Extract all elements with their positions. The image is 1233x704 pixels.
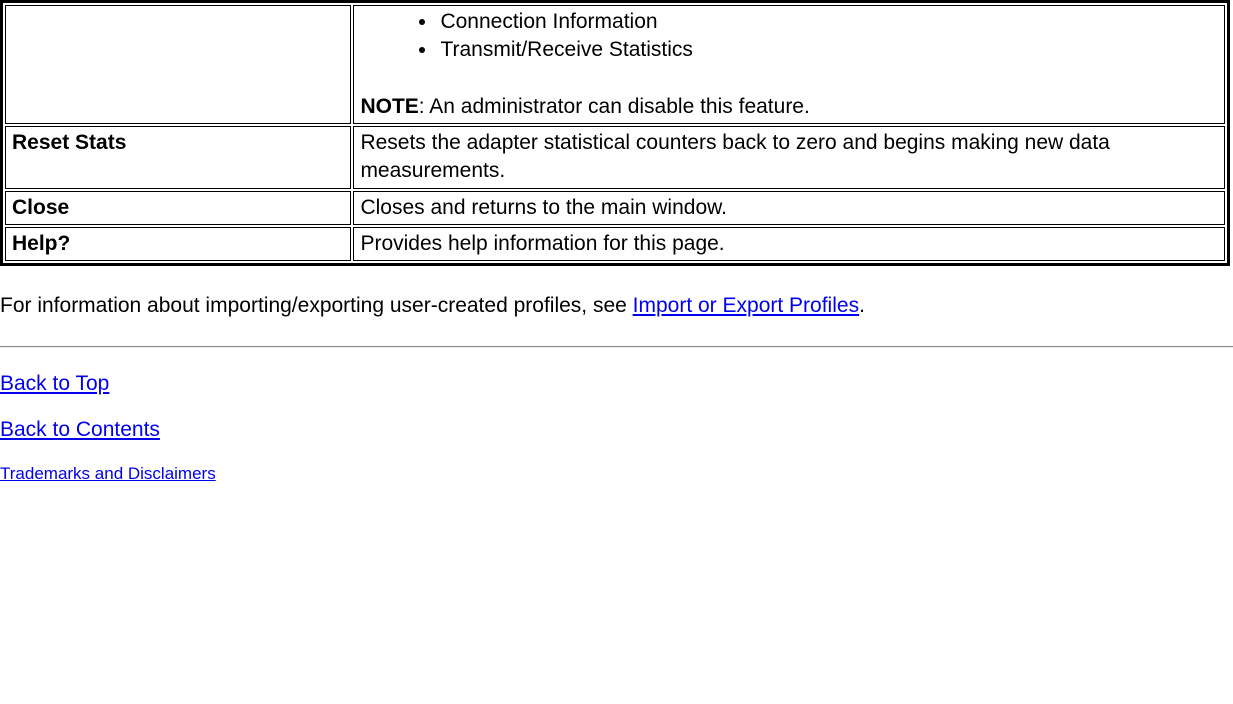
table-row: Help? Provides help information for this… — [5, 227, 1225, 261]
trademarks-wrapper: Trademarks and Disclaimers — [0, 464, 1233, 484]
info-trail: . — [859, 294, 865, 317]
feature-list: Connection Information Transmit/Receive … — [360, 8, 1218, 65]
row-description: Resets the adapter statistical counters … — [353, 126, 1225, 189]
info-paragraph: For information about importing/exportin… — [0, 290, 1233, 322]
back-to-top-wrapper: Back to Top — [0, 372, 1233, 396]
row-label: Help? — [5, 227, 351, 261]
row-description: Connection Information Transmit/Receive … — [353, 5, 1225, 124]
row-label: Close — [5, 191, 351, 225]
back-to-contents-link[interactable]: Back to Contents — [0, 418, 160, 441]
definitions-table: Connection Information Transmit/Receive … — [0, 0, 1230, 266]
import-export-link[interactable]: Import or Export Profiles — [633, 294, 859, 317]
note-label: NOTE — [360, 95, 418, 118]
divider — [0, 346, 1233, 348]
row-description: Provides help information for this page. — [353, 227, 1225, 261]
row-label — [5, 5, 351, 124]
row-label: Reset Stats — [5, 126, 351, 189]
info-text: For information about importing/exportin… — [0, 294, 633, 317]
note-text: : An administrator can disable this feat… — [419, 95, 810, 118]
trademarks-link[interactable]: Trademarks and Disclaimers — [0, 464, 216, 483]
back-to-top-link[interactable]: Back to Top — [0, 372, 109, 395]
list-item: Connection Information — [438, 8, 1218, 36]
back-to-contents-wrapper: Back to Contents — [0, 418, 1233, 442]
list-item: Transmit/Receive Statistics — [438, 36, 1218, 64]
table-row: Close Closes and returns to the main win… — [5, 191, 1225, 225]
row-description: Closes and returns to the main window. — [353, 191, 1225, 225]
table-row: Reset Stats Resets the adapter statistic… — [5, 126, 1225, 189]
table-row: Connection Information Transmit/Receive … — [5, 5, 1225, 124]
